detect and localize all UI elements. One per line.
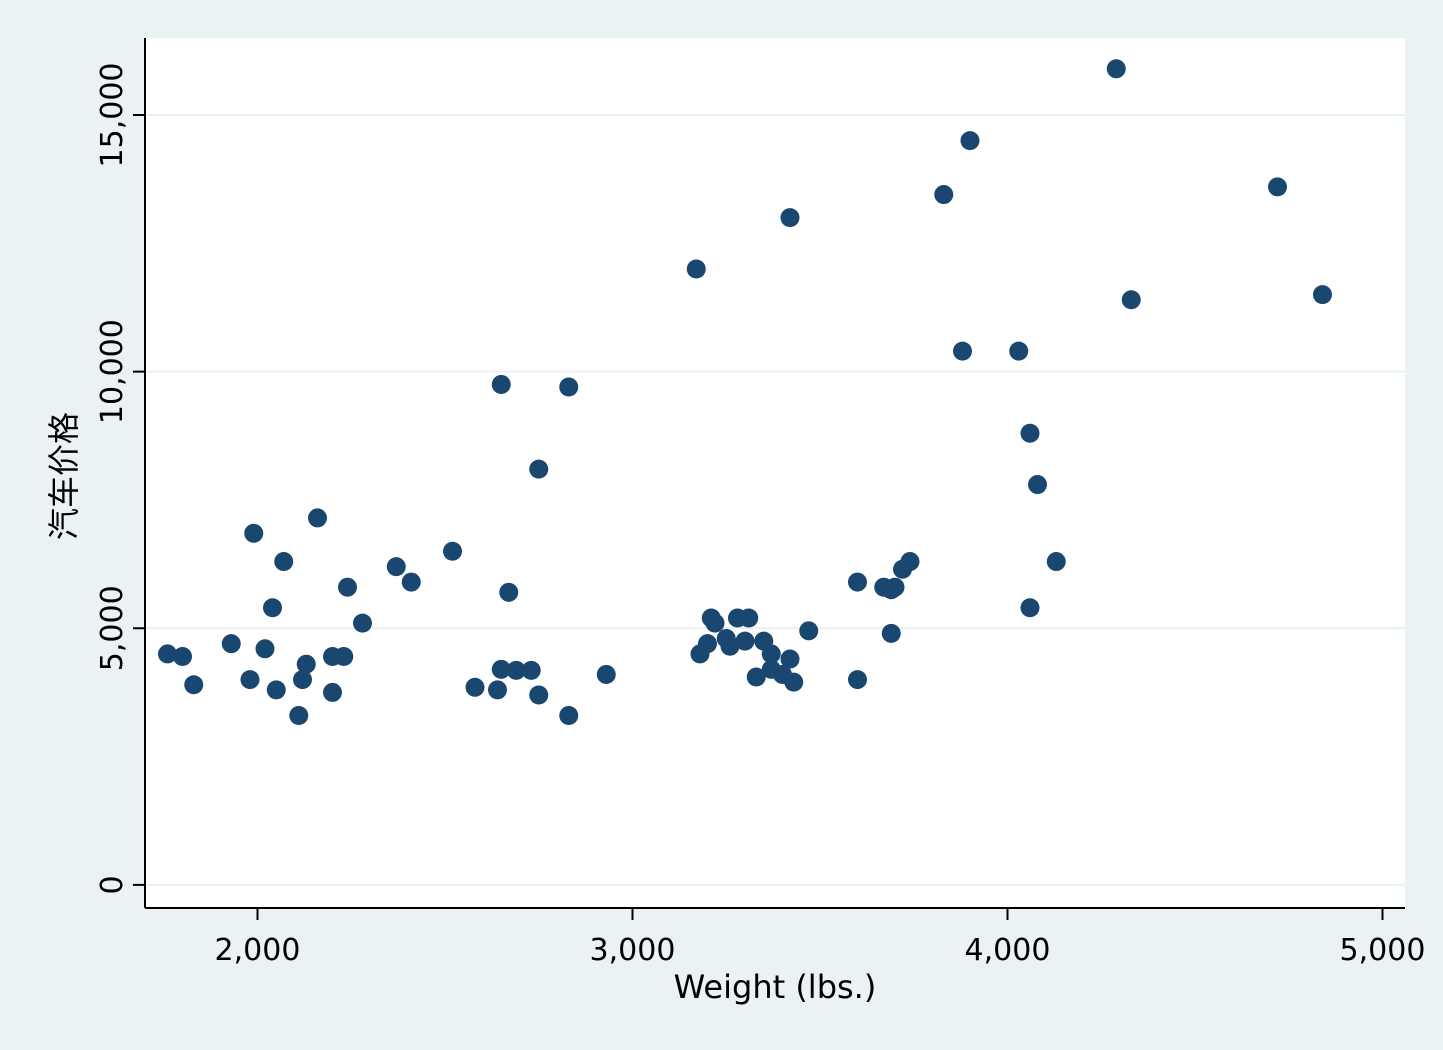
x-tick-label: 2,000	[215, 933, 301, 968]
data-point	[960, 131, 980, 151]
data-point	[885, 577, 905, 597]
data-point	[308, 508, 327, 528]
data-point	[266, 680, 286, 700]
data-point	[296, 654, 316, 674]
data-point	[705, 613, 725, 633]
data-point	[465, 677, 485, 697]
data-point	[506, 660, 526, 680]
data-point	[953, 341, 972, 361]
y-tick-label: 5,000	[95, 585, 130, 671]
data-point	[274, 552, 294, 572]
data-point	[1313, 285, 1332, 305]
data-point	[184, 675, 204, 695]
data-point	[900, 552, 920, 572]
data-point	[735, 631, 755, 651]
data-point	[761, 644, 781, 664]
data-point	[386, 557, 406, 577]
data-point	[338, 577, 357, 597]
data-point	[686, 259, 706, 279]
x-axis-title: Weight (lbs.)	[674, 968, 877, 1006]
data-point	[934, 185, 954, 205]
data-point	[289, 706, 309, 726]
data-point	[244, 523, 264, 543]
data-point	[780, 208, 800, 228]
data-point	[334, 646, 354, 666]
data-point	[263, 598, 282, 618]
data-point	[529, 685, 549, 705]
data-point	[799, 621, 819, 641]
data-point	[559, 706, 579, 726]
data-point	[720, 636, 740, 656]
data-point	[529, 459, 549, 479]
data-point	[158, 644, 177, 664]
data-point	[746, 667, 766, 687]
data-point	[848, 572, 867, 592]
y-tick-label: 10,000	[95, 319, 130, 424]
data-point	[353, 613, 372, 633]
data-point	[491, 374, 511, 394]
data-point	[491, 659, 511, 679]
data-point	[1106, 59, 1126, 79]
data-point	[1028, 475, 1047, 495]
y-axis-title: 汽车价格	[45, 412, 83, 540]
data-points	[158, 59, 1332, 726]
data-point	[1020, 598, 1040, 618]
plot-area	[145, 38, 1405, 908]
data-point	[698, 634, 717, 654]
x-tick-label: 3,000	[590, 933, 676, 968]
data-point	[255, 639, 275, 659]
data-point	[596, 664, 616, 684]
data-point	[1009, 341, 1029, 361]
data-point	[1121, 290, 1141, 310]
data-point	[559, 377, 579, 397]
x-tick-label: 4,000	[965, 933, 1051, 968]
data-point	[173, 646, 192, 666]
data-point	[401, 572, 421, 592]
data-point	[443, 541, 462, 561]
data-point	[1046, 552, 1066, 572]
y-tick-label: 15,000	[95, 62, 130, 167]
data-point	[1020, 423, 1040, 443]
data-point	[521, 660, 541, 680]
data-point	[221, 634, 241, 654]
data-point	[780, 649, 800, 669]
data-point	[323, 682, 342, 702]
data-point	[784, 672, 804, 692]
data-point	[739, 608, 759, 628]
y-tick-label: 0	[95, 875, 130, 894]
x-tick-label: 5,000	[1340, 933, 1426, 968]
data-point	[499, 582, 519, 602]
data-point	[881, 623, 901, 643]
data-point	[240, 670, 260, 690]
data-point	[293, 670, 312, 690]
axes: 0 5,000 10,000 15,000 2,000 3,000 4,000 5,000	[95, 38, 1425, 968]
data-point	[488, 680, 507, 700]
data-point	[1268, 177, 1287, 197]
data-point	[848, 670, 867, 690]
